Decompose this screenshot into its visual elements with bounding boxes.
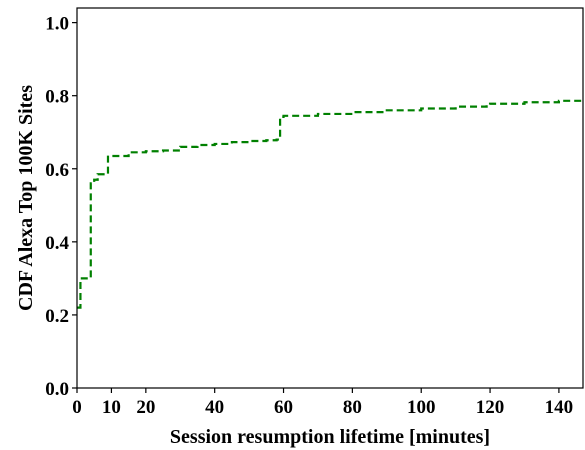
plot-area bbox=[77, 99, 585, 309]
plot-frame bbox=[76, 7, 584, 389]
y-tick-label: 0.6 bbox=[45, 160, 69, 181]
y-axis-label: CDF Alexa Top 100K Sites bbox=[15, 85, 37, 311]
y-tick-label: 0.2 bbox=[45, 306, 69, 327]
series-line-0 bbox=[77, 99, 585, 309]
x-tick-label: 60 bbox=[274, 397, 293, 418]
y-tick-label: 0.8 bbox=[45, 87, 69, 108]
x-tick-label: 140 bbox=[545, 397, 574, 418]
x-tick-label: 10 bbox=[102, 397, 121, 418]
x-axis: 0 10 20 40 60 80 100 120 140 bbox=[72, 388, 573, 418]
x-tick-label: 20 bbox=[136, 397, 155, 418]
y-tick-label: 0.4 bbox=[45, 233, 69, 254]
x-tick-label: 0 bbox=[72, 397, 82, 418]
y-axis: 0.0 0.2 0.4 0.6 0.8 1.0 bbox=[45, 14, 77, 400]
x-axis-label: Session resumption lifetime [minutes] bbox=[170, 426, 490, 448]
y-tick-label: 0.0 bbox=[45, 379, 69, 400]
y-tick-label: 1.0 bbox=[45, 14, 69, 35]
x-tick-label: 80 bbox=[343, 397, 362, 418]
x-tick-label: 100 bbox=[407, 397, 436, 418]
x-tick-label: 40 bbox=[205, 397, 224, 418]
x-tick-label: 120 bbox=[476, 397, 505, 418]
